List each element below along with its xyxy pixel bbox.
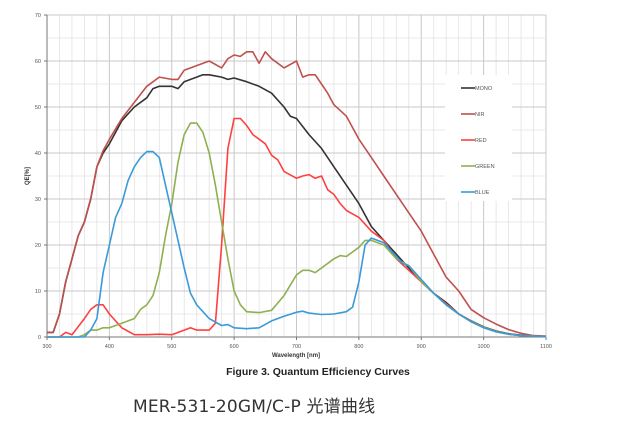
x-tick-label: 1000: [478, 344, 490, 350]
x-tick-label: 300: [42, 344, 51, 350]
y-tick-label: 60: [35, 59, 41, 65]
x-tick-label: 1100: [540, 344, 552, 350]
legend-label-green: GREEN: [475, 164, 495, 170]
y-tick-label: 40: [35, 151, 41, 157]
series-line-blue: [47, 150, 547, 338]
x-tick-label: 400: [105, 344, 114, 350]
y-tick-label: 50: [35, 105, 41, 111]
y-tick-label: 0: [38, 335, 41, 341]
y-tick-label: 70: [35, 13, 41, 19]
figure-title: Figure 3. Quantum Efficiency Curves: [226, 366, 410, 378]
y-tick-label: 20: [35, 243, 41, 249]
legend-label-red: RED: [475, 138, 487, 144]
x-tick-label: 900: [417, 344, 426, 350]
legend-label-nir: NIR: [475, 112, 485, 118]
grid: [46, 14, 547, 338]
legend-label-blue: BLUE: [475, 190, 490, 196]
x-tick-label: 700: [292, 344, 301, 350]
x-tick-label: 500: [167, 344, 176, 350]
x-tick-label: 800: [354, 344, 363, 350]
x-axis-label: Wavelength [nm]: [272, 353, 320, 359]
y-tick-label: 10: [35, 289, 41, 295]
axes: 300 400 500 600 700 800 900 1000 1100 0 10 20 30 40 50…: [35, 13, 552, 350]
qe-chart: 300 400 500 600 700 800 900 1000 1100 0 10 20 30 40 50…: [25, 13, 552, 359]
legend-box: [445, 75, 512, 201]
x-tick-label: 600: [230, 344, 239, 350]
y-axis-label: QE[%]: [25, 167, 31, 185]
series-line-nir: [47, 51, 547, 337]
y-tick-label: 30: [35, 197, 41, 203]
series-lines: [47, 51, 547, 338]
caption: MER-531-20GM/C-P 光谱曲线: [133, 397, 376, 417]
legend-label-mono: MONO: [475, 86, 493, 92]
legend: MONO NIR RED GREEN BLUE: [445, 75, 512, 201]
